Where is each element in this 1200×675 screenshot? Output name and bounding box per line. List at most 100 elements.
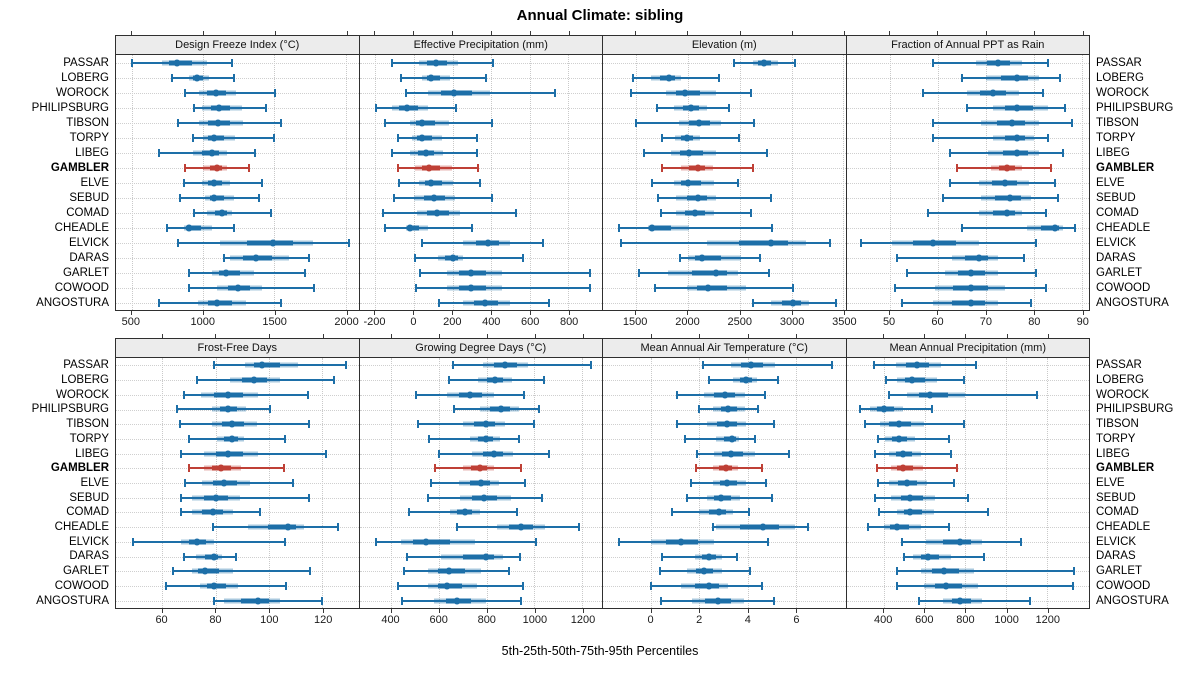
- axis-tick-label: 3500: [832, 316, 857, 328]
- median-dot: [1006, 194, 1014, 201]
- axis-tick-mark: [413, 31, 415, 35]
- median-dot: [759, 523, 767, 531]
- median-dot: [705, 582, 713, 590]
- axis-tick-mark: [937, 31, 939, 35]
- whisker-cap-left: [184, 163, 187, 172]
- gridline-row-guide: [359, 167, 602, 169]
- median-dot: [929, 239, 937, 246]
- median-dot: [433, 209, 441, 216]
- percentile-row: [603, 280, 846, 295]
- whisker-cap-right: [834, 298, 837, 307]
- percentile-row: [603, 549, 846, 564]
- whisker-cap-left: [165, 223, 168, 232]
- percentile-row: [360, 505, 603, 520]
- median-dot: [880, 405, 888, 413]
- axis-tick-mark: [747, 609, 749, 613]
- axis-tick-mark: [1082, 311, 1084, 315]
- whisker-cap-left: [931, 58, 934, 67]
- median-dot: [789, 299, 797, 306]
- whisker-cap-left: [187, 268, 190, 277]
- percentile-row: [847, 295, 1090, 310]
- whisker-cap-right: [533, 420, 536, 429]
- whisker-cap-right: [1049, 163, 1052, 172]
- axis-tick-label: 4: [744, 614, 751, 626]
- whisker-cap-right: [520, 464, 523, 473]
- whisker-cap-left: [429, 478, 432, 487]
- whisker-cap-right: [974, 361, 977, 370]
- percentile-row: [116, 295, 359, 310]
- percentile-row: [603, 160, 846, 175]
- whisker-cap-right: [517, 434, 520, 443]
- gridline-row-guide: [603, 302, 846, 304]
- axis-tick-label: 2000: [334, 316, 359, 328]
- site-label: WOROCK: [55, 86, 109, 99]
- whisker-cap-left: [922, 88, 925, 97]
- median-dot: [728, 435, 736, 443]
- whisker-line: [703, 364, 832, 367]
- panel-strip-title: Mean Annual Precipitation (mm): [845, 338, 1090, 358]
- whisker-cap-left: [931, 133, 934, 142]
- whisker-cap-left: [418, 268, 421, 277]
- panel-plot: [115, 358, 360, 609]
- whisker-line: [896, 256, 1025, 259]
- axis-tick-mark: [699, 334, 701, 338]
- whisker-cap-right: [1054, 178, 1057, 187]
- whisker-cap-right: [758, 253, 761, 262]
- site-label: COMAD: [1096, 506, 1139, 519]
- median-dot: [906, 508, 914, 516]
- axis-tick-mark: [1034, 31, 1036, 35]
- whisker-line: [876, 467, 958, 470]
- median-dot: [940, 567, 948, 575]
- site-labels-left: PASSAR LOBERG WOROCK PHILIPSBURG TIBSON TORPY…: [0, 31, 115, 310]
- whisker-cap-right: [1047, 58, 1050, 67]
- whisker-cap-left: [428, 434, 431, 443]
- axis-tick-mark: [650, 609, 652, 613]
- whisker-line: [415, 286, 590, 289]
- site-label: ELVE: [1096, 176, 1125, 189]
- site-label: TORPY: [69, 131, 109, 144]
- top-axis-ticks: [115, 334, 360, 338]
- percentile-row: [116, 446, 359, 461]
- median-dot: [497, 405, 505, 413]
- axis-tick-mark: [792, 311, 794, 315]
- median-dot: [926, 391, 934, 399]
- median-dot: [704, 284, 712, 291]
- whisker-cap-right: [966, 493, 969, 502]
- whisker-cap-right: [455, 103, 458, 112]
- whisker-cap-right: [1023, 253, 1026, 262]
- median-dot: [254, 597, 262, 605]
- percentile-row: [116, 461, 359, 476]
- site-label: LIBEG: [1096, 146, 1130, 159]
- site-label: PHILIPSBURG: [1096, 403, 1174, 416]
- iqr-band-inner: [186, 225, 201, 230]
- label-spacer: [1090, 334, 1200, 358]
- whisker-cap-right: [547, 449, 550, 458]
- percentile-row: [603, 417, 846, 432]
- gridline-row-guide: [359, 137, 602, 139]
- whisker-cap-right: [768, 268, 771, 277]
- iqr-band-inner: [738, 240, 789, 245]
- panel-plot: [845, 55, 1090, 311]
- whisker-cap-left: [752, 298, 755, 307]
- median-dot: [724, 405, 732, 413]
- percentile-row: [360, 564, 603, 579]
- axis-tick-mark: [530, 31, 532, 35]
- axis-tick-label: 500: [121, 316, 140, 328]
- whisker-cap-left: [872, 361, 875, 370]
- median-dot: [715, 508, 723, 516]
- whisker-cap-left: [654, 283, 657, 292]
- whisker-cap-right: [766, 148, 769, 157]
- bottom-axis: 500 1000 1500 2000: [115, 311, 360, 333]
- whisker-cap-right: [233, 223, 236, 232]
- whisker-cap-left: [960, 223, 963, 232]
- whisker-cap-left: [683, 434, 686, 443]
- whisker-cap-left: [859, 238, 862, 247]
- whisker-cap-left: [955, 163, 958, 172]
- whisker-line: [878, 511, 988, 514]
- axis-tick-label: 1000: [522, 614, 548, 626]
- whisker-cap-right: [304, 268, 306, 277]
- percentile-row: [116, 160, 359, 175]
- top-axis-ticks: [846, 334, 1091, 338]
- label-spacer: [0, 31, 115, 55]
